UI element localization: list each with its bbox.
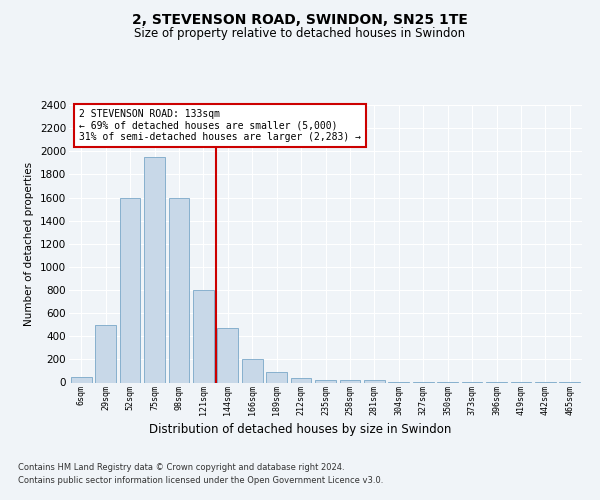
Bar — [169, 198, 190, 382]
Bar — [95, 324, 116, 382]
Bar — [315, 380, 336, 382]
Text: Size of property relative to detached houses in Swindon: Size of property relative to detached ho… — [134, 28, 466, 40]
Text: Contains public sector information licensed under the Open Government Licence v3: Contains public sector information licen… — [18, 476, 383, 485]
Bar — [266, 372, 287, 382]
Bar — [217, 328, 238, 382]
Bar — [290, 378, 311, 382]
Y-axis label: Number of detached properties: Number of detached properties — [25, 162, 34, 326]
Bar — [340, 380, 361, 382]
Bar — [364, 380, 385, 382]
Bar — [71, 376, 92, 382]
Text: Distribution of detached houses by size in Swindon: Distribution of detached houses by size … — [149, 422, 451, 436]
Bar — [144, 157, 165, 382]
Bar — [119, 198, 140, 382]
Bar — [242, 360, 263, 382]
Text: Contains HM Land Registry data © Crown copyright and database right 2024.: Contains HM Land Registry data © Crown c… — [18, 462, 344, 471]
Text: 2 STEVENSON ROAD: 133sqm
← 69% of detached houses are smaller (5,000)
31% of sem: 2 STEVENSON ROAD: 133sqm ← 69% of detach… — [79, 109, 361, 142]
Text: 2, STEVENSON ROAD, SWINDON, SN25 1TE: 2, STEVENSON ROAD, SWINDON, SN25 1TE — [132, 12, 468, 26]
Bar — [193, 290, 214, 382]
